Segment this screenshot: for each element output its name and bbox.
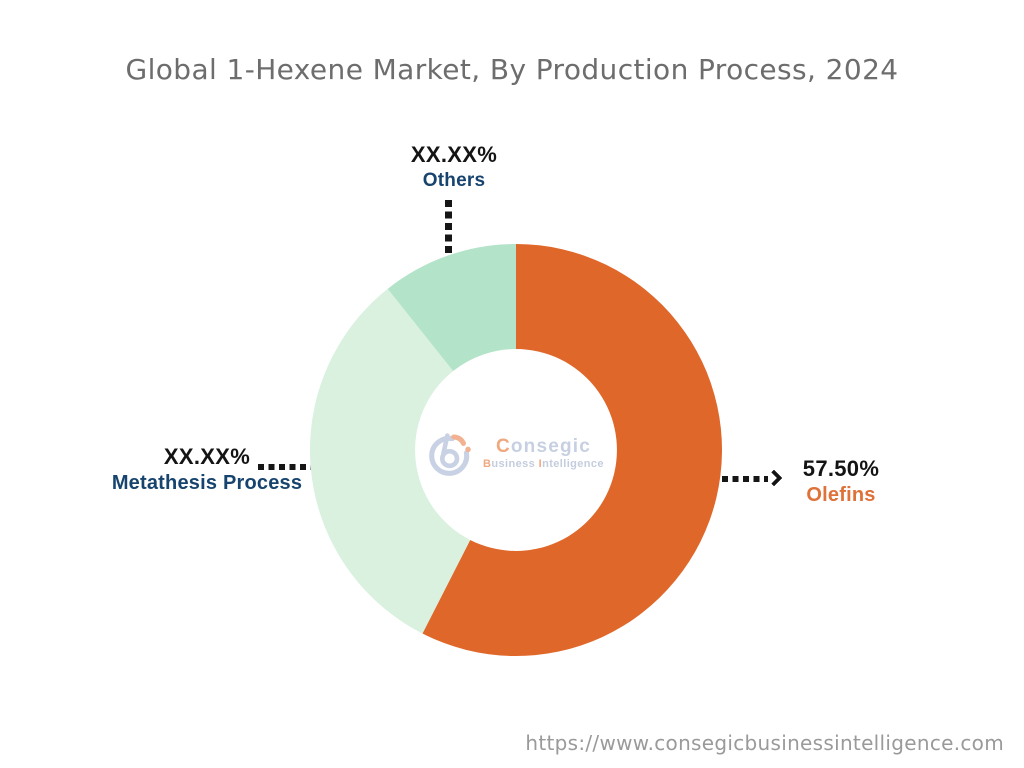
olefins-value: 57.50% [802,456,880,481]
annotation-olefins: 57.50% Olefins [803,456,879,507]
arrow-right-icon [765,469,783,487]
others-connector-line [445,200,452,264]
donut-segment-others [387,244,516,372]
logo-subtitle: Business Intelligence [483,457,604,470]
chart-title: Global 1-Hexene Market, By Production Pr… [125,53,899,86]
metathesis-value: XX.XX% [163,444,251,469]
others-label: Others [422,170,486,191]
consegic-logo-icon [429,433,471,476]
source-url: https://www.consegicbusinessintelligence… [525,731,1004,755]
metathesis-connector-line [258,464,312,470]
annotation-metathesis: XX.XX% Metathesis Process [112,444,302,495]
donut-segment-metathesis-process [310,288,471,634]
consegic-logo: Consegic Business Intelligence [428,427,604,481]
donut-chart [310,244,722,656]
others-value: XX.XX% [410,142,498,167]
consegic-logo-text: Consegic Business Intelligence [483,435,604,471]
annotation-others: XX.XX% Others [411,142,497,192]
donut-segment-olefins [422,244,722,656]
olefins-connector-line [722,476,768,482]
metathesis-label: Metathesis Process [111,472,303,494]
logo-brand-name: Consegic [495,435,592,457]
olefins-label: Olefins [806,484,876,506]
